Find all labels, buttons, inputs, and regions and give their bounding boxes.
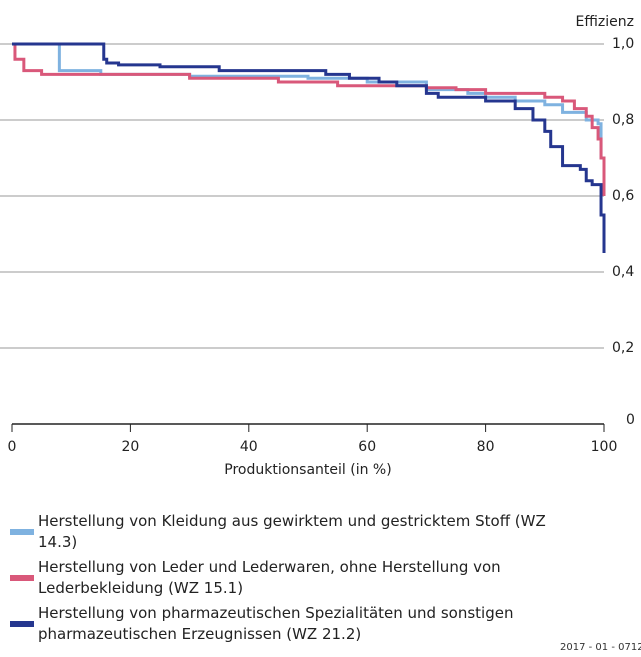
x-tick-label: 40	[240, 439, 258, 455]
legend-label: Herstellung von pharmazeutischen Spezial…	[38, 604, 514, 643]
legend-label: Herstellung von Leder und Lederwaren, oh…	[38, 558, 501, 597]
x-tick-label: 0	[8, 439, 17, 455]
y-tick-label: 1,0	[612, 36, 634, 52]
y-tick-label: 0,2	[612, 340, 634, 356]
legend-swatch	[10, 529, 34, 535]
y-tick-label: 0,4	[612, 264, 634, 280]
y-axis-label: Effizienz	[576, 14, 634, 30]
x-tick-label: 80	[477, 439, 495, 455]
x-tick-label: 60	[358, 439, 376, 455]
legend-swatch	[10, 575, 34, 581]
chart: Effizienz Produktionsanteil (in %) 0 0,2 0…	[0, 14, 635, 478]
y-tick-label: 0	[626, 412, 635, 428]
series-line	[12, 42, 606, 253]
x-tick-label: 100	[591, 439, 618, 455]
legend-label: Herstellung von Kleidung aus gewirktem u…	[38, 512, 546, 551]
series-line	[12, 42, 606, 196]
y-tick-label: 0,8	[612, 112, 634, 128]
x-axis-label: Produktionsanteil (in %)	[224, 462, 391, 478]
y-tick-label: 0,6	[612, 188, 634, 204]
legend-swatch	[10, 621, 34, 627]
x-tick-label: 20	[121, 439, 139, 455]
footer: 2017 - 01 - 0712	[560, 642, 641, 653]
